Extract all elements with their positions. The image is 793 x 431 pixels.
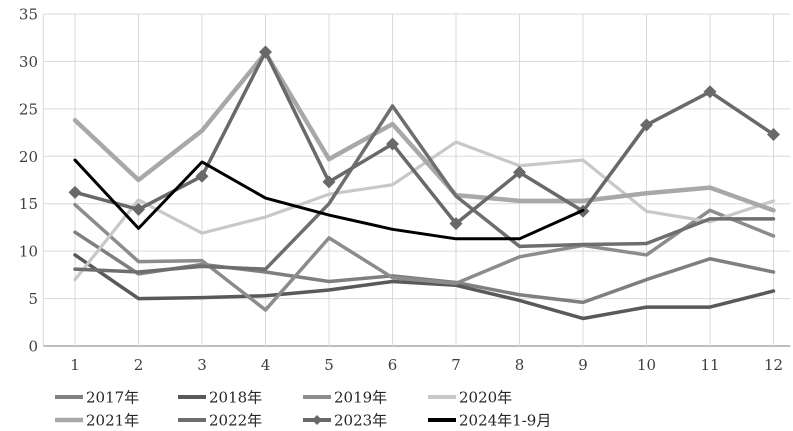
y-axis-tick-label: 20 xyxy=(19,148,38,166)
series-line-2021年 xyxy=(72,50,776,213)
series-marker-diamond-2023年 xyxy=(386,137,399,151)
legend-label: 2022年 xyxy=(209,412,262,430)
series-marker-diamond-2023年 xyxy=(703,85,717,99)
x-axis-tick-label: 2 xyxy=(134,356,144,374)
series-line-2020年 xyxy=(73,140,776,282)
series-marker-diamond-2023年 xyxy=(195,169,209,183)
legend-item-2017年: 2017年 xyxy=(55,389,139,407)
y-axis-tick-label: 5 xyxy=(28,290,38,308)
legend-label: 2018年 xyxy=(209,389,262,407)
series-line-2024年1-9月 xyxy=(73,158,585,241)
x-axis-tick-label: 9 xyxy=(578,356,588,374)
x-axis-tick-label: 3 xyxy=(197,356,207,374)
legend-item-2021年: 2021年 xyxy=(55,412,139,430)
y-axis-tick-label: 25 xyxy=(19,100,38,118)
legend-label: 2019年 xyxy=(334,389,387,407)
x-axis-tick-label: 6 xyxy=(388,356,398,374)
legend-item-2020年: 2020年 xyxy=(428,389,512,407)
legend-item-2024年1-9月: 2024年1-9月 xyxy=(428,412,551,430)
legend-label: 2017年 xyxy=(86,389,139,407)
legend-label: 2021年 xyxy=(86,412,139,430)
y-axis-tick-label: 30 xyxy=(19,53,38,71)
y-axis-tick-label: 0 xyxy=(28,338,38,356)
series-line-2022年 xyxy=(73,104,776,274)
series-marker-diamond-2023年 xyxy=(767,127,780,141)
x-axis-tick-label: 5 xyxy=(324,356,334,374)
series-marker-diamond-2023年 xyxy=(68,185,82,199)
x-axis-tick-label: 1 xyxy=(70,356,80,374)
legend-item-2023年: 2023年 xyxy=(303,412,387,430)
series-marker-diamond-2023年 xyxy=(513,165,526,179)
x-axis-tick-label: 10 xyxy=(637,356,656,374)
x-axis-tick-label: 8 xyxy=(515,356,525,374)
series-marker-diamond-2023年 xyxy=(449,217,463,231)
series-line-2023年 xyxy=(73,50,776,226)
x-axis-tick-label: 7 xyxy=(451,356,461,374)
legend-item-2019年: 2019年 xyxy=(303,389,387,407)
x-axis-tick-label: 11 xyxy=(700,356,719,374)
series-marker-diamond-2023年 xyxy=(322,175,336,189)
x-axis-tick-label: 4 xyxy=(261,356,271,374)
legend-label: 2024年1-9月 xyxy=(459,412,551,430)
x-axis-tick-label: 12 xyxy=(764,356,783,374)
series-marker-diamond-2023年 xyxy=(259,45,272,59)
legend-label: 2023年 xyxy=(334,412,387,430)
series-marker-diamond-2023年 xyxy=(640,118,653,132)
series-line-2019年 xyxy=(73,202,776,312)
legend-swatch-diamond-icon xyxy=(312,415,322,425)
y-axis-tick-label: 35 xyxy=(19,6,38,24)
legend-label: 2020年 xyxy=(459,389,512,407)
y-axis-tick-label: 15 xyxy=(19,195,38,213)
series-line-2018年 xyxy=(73,253,776,321)
legend-item-2018年: 2018年 xyxy=(178,389,262,407)
y-axis-tick-label: 10 xyxy=(19,243,38,261)
series-marker-diamond-2023年 xyxy=(132,202,145,216)
legend-item-2022年: 2022年 xyxy=(178,412,262,430)
